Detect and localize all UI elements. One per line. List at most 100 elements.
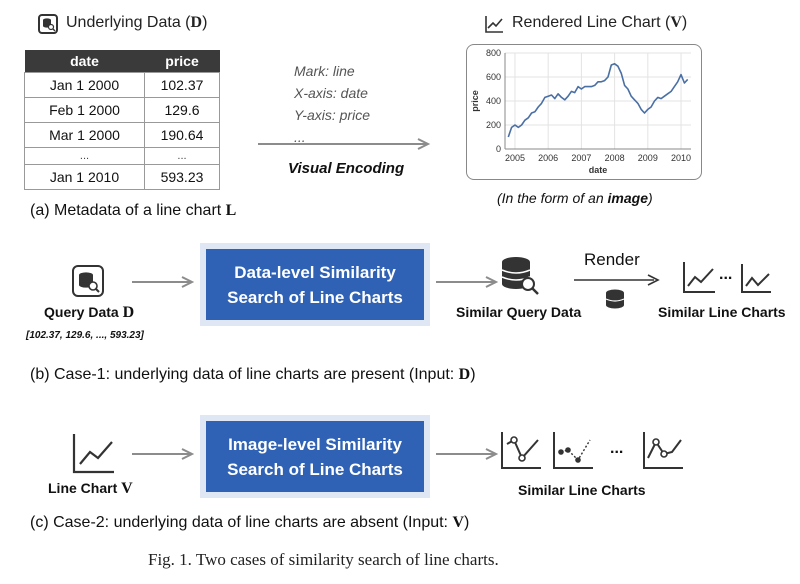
table-cell: Mar 1 2000 — [24, 122, 145, 148]
encoding-line: Mark: line — [294, 63, 355, 79]
similar-chart-icon-1 — [683, 262, 715, 293]
x-tick-label: 2006 — [538, 153, 558, 163]
data-table-title-suffix: ) — [202, 14, 208, 31]
similar-query-data-label: Similar Query Data — [456, 304, 582, 320]
query-label-text: Query Data — [44, 304, 123, 320]
arrow-to-similar-data — [436, 276, 499, 288]
query-values: [102.37, 129.6, ..., 593.23] — [26, 330, 144, 341]
x-tick-label: 2009 — [638, 153, 658, 163]
table-cell: ... — [144, 147, 220, 165]
caption-c-suffix: ) — [464, 514, 470, 531]
similar-chart-icon-2 — [741, 264, 771, 293]
caption-c: (c) Case-2: underlying data of line char… — [30, 514, 469, 532]
query-label-symbol: D — [122, 304, 135, 321]
caption-a-text: (a) Metadata of a line chart — [30, 202, 226, 219]
underlying-data-table: date price Jan 1 2000 102.37 Feb 1 2000 12… — [24, 50, 220, 190]
encoding-line: Y-axis: price — [294, 107, 370, 123]
table-row: Jan 1 2010 593.23 — [24, 164, 220, 190]
render-arrow — [574, 274, 660, 286]
similar-thumbs-ellipsis: ... — [610, 440, 624, 457]
table-cell: ... — [24, 147, 145, 165]
x-tick-label: 2005 — [505, 153, 525, 163]
similar-charts-ellipsis: ... — [719, 266, 733, 283]
y-tick-label: 0 — [496, 144, 501, 154]
image-level-search-box: Image-level Similarity Search of Line Ch… — [206, 421, 424, 492]
x-tick-label: 2007 — [571, 153, 591, 163]
chart-note-close: ) — [647, 190, 653, 206]
line-chart-input-label: Line Chart V — [48, 480, 133, 498]
query-data-icon — [72, 265, 104, 297]
small-database-icon — [605, 289, 625, 309]
caption-c-symbol: V — [452, 514, 465, 531]
table-header-date: date — [24, 50, 145, 73]
x-axis-label: date — [589, 165, 608, 175]
arrow-to-image-search — [132, 448, 195, 460]
arrow-to-data-search — [132, 276, 195, 288]
input-label-text: Line Chart — [48, 480, 122, 496]
table-cell: 129.6 — [144, 97, 220, 123]
similar-line-charts-label-c: Similar Line Charts — [518, 482, 646, 498]
rendered-chart-frame: 0 200 400 600 800 2005 2006 2007 2008 2009 2010 dat… — [466, 44, 702, 180]
chart-note-bold: image — [607, 190, 648, 206]
caption-a: (a) Metadata of a line chart L — [30, 202, 236, 220]
table-cell: 593.23 — [144, 164, 220, 190]
data-symbol-d: D — [190, 14, 203, 31]
encoding-line: X-axis: date — [294, 85, 368, 101]
similar-database-icon — [501, 257, 539, 295]
similar-chart-thumb-1 — [501, 432, 541, 469]
similar-line-charts-label-b: Similar Line Charts — [658, 304, 786, 320]
table-cell: Jan 1 2000 — [24, 72, 145, 98]
caption-b-text: (b) Case-1: underlying data of line char… — [30, 366, 459, 383]
encoding-arrow — [258, 138, 431, 150]
table-cell: 190.64 — [144, 122, 220, 148]
x-tick-label: 2010 — [671, 153, 691, 163]
chart-title-text: Rendered Line Chart ( — [512, 14, 671, 31]
table-header-price: price — [144, 50, 220, 73]
caption-b-suffix: ) — [470, 366, 476, 383]
query-data-label: Query Data D — [44, 304, 134, 322]
y-tick-label: 200 — [486, 120, 501, 130]
data-table-title: Underlying Data (D) — [38, 14, 208, 34]
chart-note-open: ( — [497, 190, 502, 206]
encoding-spec: Mark: line X-axis: date Y-axis: price ..… — [294, 60, 370, 148]
table-row-ellipsis: ...... — [24, 147, 220, 165]
table-row: Jan 1 2000 102.37 — [24, 72, 220, 98]
chart-symbol-v: V — [670, 14, 682, 31]
line-chart-plot: 0 200 400 600 800 2005 2006 2007 2008 2009 2010 dat… — [470, 48, 691, 175]
data-table-title-text: Underlying Data ( — [66, 14, 191, 31]
table-row: Feb 1 2000 129.6 — [24, 97, 220, 123]
figure-caption: Fig. 1. Two cases of similarity search o… — [148, 550, 499, 569]
render-label: Render — [584, 250, 640, 269]
image-search-line1: Image-level Similarity — [228, 434, 402, 454]
line-chart-icon — [485, 16, 503, 33]
chart-image-note: (In the form of an image) — [497, 190, 653, 206]
price-series-line — [507, 62, 689, 138]
similar-chart-thumb-3 — [643, 432, 683, 469]
data-search-line2: Search of Line Charts — [227, 287, 403, 307]
caption-c-text: (c) Case-2: underlying data of line char… — [30, 514, 453, 531]
chart-note-italic: In the form of an — [501, 190, 608, 206]
table-row: Mar 1 2000 190.64 — [24, 122, 220, 148]
database-search-icon — [38, 14, 58, 34]
table-cell: 102.37 — [144, 72, 220, 98]
table-cell: Feb 1 2000 — [24, 97, 145, 123]
chart-title: Rendered Line Chart (V) — [484, 14, 688, 33]
y-tick-label: 400 — [486, 96, 501, 106]
data-search-line1: Data-level Similarity — [234, 262, 396, 282]
x-tick-label: 2008 — [605, 153, 625, 163]
arrow-to-similar-charts — [436, 448, 499, 460]
line-chart-input-icon — [72, 434, 114, 474]
data-level-search-box: Data-level Similarity Search of Line Cha… — [206, 249, 424, 320]
encoding-line: ... — [294, 129, 306, 145]
y-tick-label: 800 — [486, 48, 501, 58]
chart-title-suffix: ) — [681, 14, 688, 31]
caption-b-symbol: D — [458, 366, 471, 383]
table-cell: Jan 1 2010 — [24, 164, 145, 190]
caption-a-symbol: L — [225, 202, 237, 219]
input-label-symbol: V — [121, 480, 133, 497]
image-search-line2: Search of Line Charts — [227, 459, 403, 479]
y-tick-label: 600 — [486, 72, 501, 82]
visual-encoding-label: Visual Encoding — [288, 160, 405, 177]
caption-b: (b) Case-1: underlying data of line char… — [30, 366, 476, 384]
y-axis-label: price — [470, 90, 480, 112]
